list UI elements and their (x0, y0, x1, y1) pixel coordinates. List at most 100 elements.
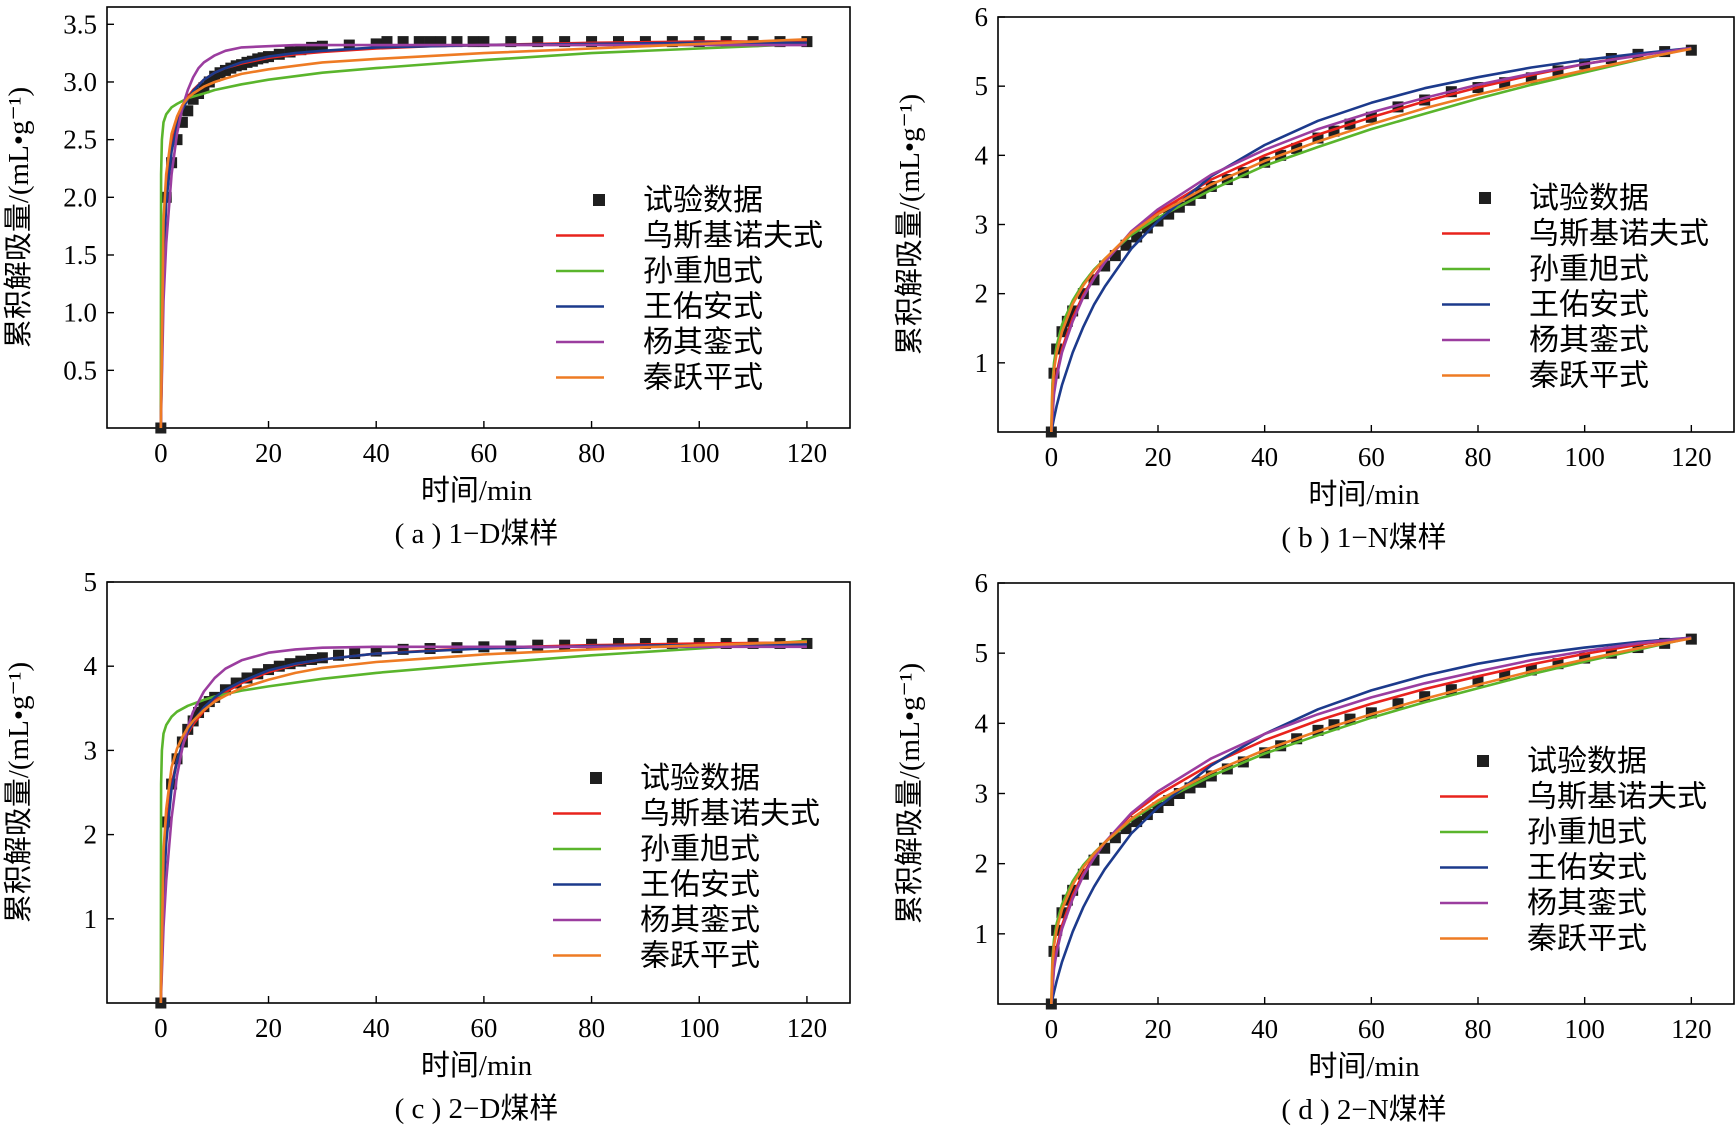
x-tick-label: 80 (1465, 1014, 1492, 1044)
data-point (505, 36, 517, 48)
data-point (1109, 832, 1121, 844)
y-tick-label: 2.5 (63, 125, 97, 155)
legend-label: 乌斯基诺夫式 (1529, 218, 1709, 251)
x-tick-label: 20 (1145, 1014, 1172, 1044)
data-point (413, 36, 425, 48)
legend-label: 孙重旭式 (640, 833, 760, 866)
data-point (1173, 788, 1185, 799)
data-point (1525, 664, 1537, 676)
data-point (306, 41, 318, 53)
x-tick-label: 100 (679, 1013, 720, 1043)
legend-label: 秦跃平式 (640, 940, 760, 973)
y-tick-label: 3 (975, 779, 989, 809)
y-tick-label: 4 (975, 140, 989, 170)
legend-label: 孙重旭式 (1527, 816, 1647, 849)
x-tick-label: 20 (1145, 442, 1172, 472)
panel-caption: ( d ) 2−N煤样 (1281, 1093, 1446, 1126)
x-tick-label: 40 (363, 1013, 390, 1043)
data-point (1365, 707, 1377, 719)
legend-label: 王佑安式 (1529, 289, 1649, 322)
legend-label: 试验数据 (1527, 745, 1647, 778)
y-tick-label: 5 (975, 71, 989, 101)
data-point (532, 639, 544, 651)
x-tick-label: 80 (578, 1013, 605, 1043)
data-point (1419, 94, 1431, 106)
legend-label: 试验数据 (640, 762, 760, 795)
legend-label: 王佑安式 (640, 869, 760, 902)
legend-label: 秦跃平式 (1529, 360, 1649, 393)
x-tick-label: 80 (578, 438, 605, 468)
data-point (1131, 816, 1143, 828)
legend-label: 孙重旭式 (643, 255, 763, 288)
data-point (381, 36, 393, 48)
data-point (1120, 823, 1132, 835)
chart-panel-b: 0 20 40 60 80 100 120 1 2 3 4 5 6 时间/min 累积解吸量/(mL•g⁻¹… (893, 2, 1735, 554)
series-line-yang (1050, 46, 1692, 432)
legend-marker (1477, 755, 1489, 767)
x-tick-label: 120 (1671, 442, 1712, 472)
x-tick-label: 0 (1045, 1014, 1059, 1044)
series-line-qin (1050, 47, 1692, 432)
panel-caption: ( a ) 1−D煤样 (395, 517, 559, 550)
y-tick-label: 3.0 (63, 67, 97, 97)
y-tick-label: 2 (975, 849, 989, 879)
y-tick-label: 4 (975, 708, 989, 738)
data-point (1131, 231, 1143, 243)
series-line-qin (159, 640, 807, 1003)
legend-label: 孙重旭式 (1529, 253, 1649, 286)
data-point (1419, 691, 1431, 703)
y-tick-label: 1.0 (63, 298, 97, 328)
chart-panel-c: 0 20 40 60 80 100 120 1 2 3 4 5 时间/min 累积解吸量/(mL•g⁻¹)… (2, 567, 851, 1125)
x-axis-title: 时间/min (421, 1049, 533, 1082)
x-tick-label: 20 (255, 438, 282, 468)
data-point (801, 36, 813, 48)
legend-label: 杨其銮式 (1527, 887, 1647, 920)
y-tick-label: 2 (975, 279, 989, 309)
data-point (1067, 305, 1079, 317)
legend-label: 杨其銮式 (1529, 324, 1649, 357)
y-tick-label: 5 (84, 567, 98, 597)
series-line-qin (1050, 637, 1692, 1004)
x-tick-label: 40 (1251, 1014, 1278, 1044)
data-point (1344, 713, 1356, 725)
y-axis-title: 累积解吸量/(mL•g⁻¹) (893, 94, 926, 355)
series-line-sun (159, 42, 807, 428)
y-tick-label: 2 (84, 820, 98, 850)
y-tick-label: 6 (975, 568, 989, 598)
y-tick-label: 1 (84, 904, 98, 934)
series-line-sun (1050, 636, 1692, 1004)
data-point (193, 88, 205, 100)
data-point (333, 649, 345, 661)
x-tick-label: 0 (154, 438, 168, 468)
data-point (1237, 167, 1249, 179)
data-point (532, 36, 544, 48)
series-line-sun (159, 639, 807, 1003)
x-tick-label: 120 (787, 438, 828, 468)
legend-label: 杨其銮式 (640, 904, 760, 937)
x-tick-label: 0 (154, 1013, 168, 1043)
x-tick-label: 60 (470, 1013, 497, 1043)
data-point (451, 36, 463, 48)
data-point (187, 93, 199, 105)
data-point (1552, 65, 1564, 77)
y-tick-label: 3.5 (63, 9, 97, 39)
x-tick-label: 60 (470, 438, 497, 468)
data-point (1552, 658, 1564, 670)
x-axis-title: 时间/min (421, 474, 533, 507)
data-point (1392, 101, 1404, 113)
y-tick-label: 1 (975, 348, 989, 378)
data-point (1392, 698, 1404, 710)
data-point (176, 116, 188, 128)
series-line-sun (1050, 46, 1692, 432)
data-point (295, 44, 307, 56)
data-point (1499, 77, 1511, 89)
y-axis-title: 累积解吸量/(mL•g⁻¹) (2, 87, 35, 348)
legend-label: 乌斯基诺夫式 (1527, 781, 1707, 814)
data-point (1579, 652, 1591, 664)
data-point (316, 652, 328, 664)
legend-marker (593, 194, 605, 206)
y-tick-label: 3 (84, 735, 98, 765)
y-tick-label: 6 (975, 2, 989, 32)
x-tick-label: 100 (1564, 442, 1605, 472)
